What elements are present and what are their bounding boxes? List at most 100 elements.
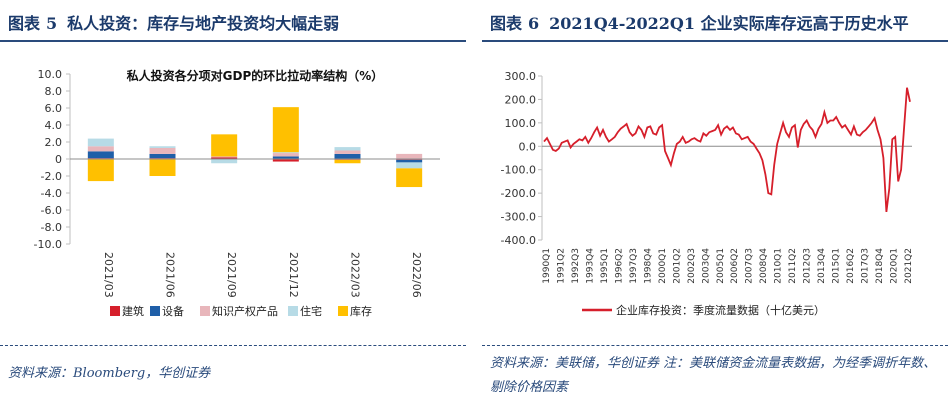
y-tick-label: 200.0 xyxy=(505,93,537,106)
y-tick-label: -200.0 xyxy=(501,187,536,200)
x-tick-label: 1998Q4 xyxy=(643,248,653,284)
x-tick-label: 2005Q1 xyxy=(716,248,726,284)
y-tick-label: -4.0 xyxy=(41,187,62,200)
left-heading: 图表 5 私人投资：库存与地产投资均大幅走弱 xyxy=(8,10,339,34)
x-tick-label: 1991Q2 xyxy=(556,248,566,284)
bar-segment xyxy=(87,151,114,159)
bar-segment xyxy=(396,159,423,163)
x-tick-label: 2012Q3 xyxy=(803,248,813,284)
x-tick-label: 2021Q2 xyxy=(904,248,914,284)
x-tick-label: 2021/09 xyxy=(225,252,238,298)
x-tick-label: 2006Q2 xyxy=(730,248,740,284)
left-chart: 私人投资各分项对GDP的环比拉动率结构（%） 10.0 8.0 6.0 4.0 2.0 0 -… xyxy=(34,68,440,318)
bar-segment xyxy=(149,153,176,159)
x-tick-label: 2021/03 xyxy=(102,252,115,298)
right-bottom-rule xyxy=(482,345,948,346)
bar-segment xyxy=(272,152,299,154)
y-tick-label: 10.0 xyxy=(38,68,63,81)
y-tick-label: -300.0 xyxy=(501,211,536,224)
bar-segment xyxy=(87,138,114,147)
legend-swatch xyxy=(338,306,348,316)
right-heading-label: 图表 xyxy=(490,14,523,33)
y-tick-label: 0 xyxy=(55,153,62,166)
x-tick-label: 1992Q3 xyxy=(571,248,581,284)
x-tick-label: 2002Q3 xyxy=(687,248,697,284)
y-tick-label: 100.0 xyxy=(505,117,537,130)
legend-label: 企业库存投资：季度流量数据（十亿美元） xyxy=(616,303,825,317)
bar-segment xyxy=(272,153,299,157)
right-heading: 图表 6 2021Q4-2022Q1 企业实际库存远高于历史水平 xyxy=(490,10,909,34)
left-heading-number: 5 xyxy=(46,14,58,33)
left-top-rule xyxy=(0,40,466,42)
left-panel: 图表 5 私人投资：库存与地产投资均大幅走弱 私人投资各分项对GDP的环比拉动率结构… xyxy=(0,0,466,410)
bar-segment xyxy=(149,159,176,176)
right-top-rule xyxy=(482,40,948,42)
y-tick-label: -6.0 xyxy=(41,204,62,217)
legend-label: 知识产权产品 xyxy=(212,304,278,318)
x-tick-label: 1993Q4 xyxy=(585,248,595,284)
y-tick-label: 0.0 xyxy=(519,140,537,153)
bar-segment xyxy=(211,156,238,158)
bar-segment xyxy=(87,146,114,152)
legend-label: 设备 xyxy=(162,304,184,318)
legend-swatch xyxy=(150,306,160,316)
y-tick-label: 2.0 xyxy=(45,136,63,149)
x-tick-label: 2015Q1 xyxy=(832,248,842,284)
x-tick-label: 2003Q4 xyxy=(701,248,711,284)
right-panel: 图表 6 2021Q4-2022Q1 企业实际库存远高于历史水平 300.0 200.… xyxy=(482,0,948,410)
x-tick-label: 1997Q3 xyxy=(629,248,639,284)
x-tick-label: 2022/03 xyxy=(349,252,362,298)
left-heading-label: 图表 xyxy=(8,14,41,33)
right-source-note: 资料来源：美联储，华创证券 注：美联储资金流量表数据，为经季调折年数、剔除价格因… xyxy=(490,356,937,395)
bar-segment xyxy=(211,159,238,164)
chart-title: 私人投资各分项对GDP的环比拉动率结构（%） xyxy=(126,68,384,83)
legend-label: 建筑 xyxy=(122,304,144,318)
legend-swatch xyxy=(200,306,210,316)
y-tick-label: 300.0 xyxy=(505,70,537,83)
bar-segment xyxy=(211,157,238,159)
x-tick-label: 2011Q2 xyxy=(788,248,798,284)
x-tick-label: 2020Q1 xyxy=(890,248,900,284)
x-tick-label: 2021/06 xyxy=(164,252,177,298)
series-line xyxy=(543,87,911,213)
y-tick-label: -10.0 xyxy=(34,238,62,251)
bar-segment xyxy=(87,159,114,182)
x-tick-label: 2007Q3 xyxy=(745,248,755,284)
bar-segment xyxy=(334,150,361,154)
bar-segment xyxy=(396,168,423,188)
legend-label: 库存 xyxy=(350,304,372,318)
right-heading-title: 2021Q4-2022Q1 企业实际库存远高于历史水平 xyxy=(549,14,909,33)
x-tick-label: 2022/06 xyxy=(410,252,423,298)
x-tick-label: 2021/12 xyxy=(287,252,300,298)
x-tick-label: 1990Q1 xyxy=(542,248,552,284)
x-tick-label: 2008Q4 xyxy=(759,248,769,284)
legend-label: 住宅 xyxy=(300,304,322,318)
legend-swatch xyxy=(288,306,298,316)
y-tick-label: 8.0 xyxy=(45,85,63,98)
x-tick-label: 2017Q3 xyxy=(861,248,871,284)
x-tick-label: 2013Q4 xyxy=(817,248,827,284)
x-tick-label: 2010Q1 xyxy=(774,248,784,284)
y-tick-label: -100.0 xyxy=(501,164,536,177)
left-bottom-rule xyxy=(0,345,466,346)
x-tick-label: 2000Q1 xyxy=(658,248,668,284)
x-tick-label: 2001Q2 xyxy=(672,248,682,284)
bar-segment xyxy=(149,147,176,154)
bar-segment xyxy=(396,153,423,159)
y-tick-label: -2.0 xyxy=(41,170,62,183)
right-heading-number: 6 xyxy=(528,14,540,33)
x-tick-label: 2016Q2 xyxy=(846,248,856,284)
left-source-note: 资料来源：Bloomberg，华创证券 xyxy=(8,366,211,381)
y-tick-label: 4.0 xyxy=(45,119,63,132)
x-tick-label: 2018Q4 xyxy=(875,248,885,284)
bar-segment xyxy=(149,146,176,148)
y-tick-label: 6.0 xyxy=(45,102,63,115)
y-tick-label: -8.0 xyxy=(41,221,62,234)
x-tick-label: 1995Q1 xyxy=(600,248,610,284)
legend-swatch xyxy=(110,306,120,316)
bar-segment xyxy=(334,153,361,159)
bar-segment xyxy=(334,159,361,164)
bar-segment xyxy=(272,156,299,159)
bar-segment xyxy=(211,134,238,157)
bar-segment xyxy=(272,159,299,162)
